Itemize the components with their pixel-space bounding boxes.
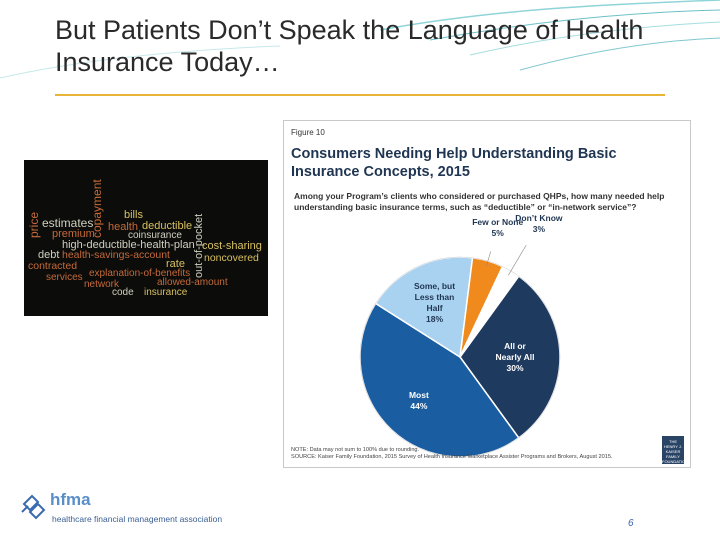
chart-title: Consumers Needing Help Understanding Bas… <box>291 146 617 180</box>
pie-value-label: 3% <box>533 224 546 234</box>
hfma-subtitle: healthcare financial management associat… <box>52 514 223 524</box>
pie-category-label: Nearly All <box>496 352 535 362</box>
word-cloud-word: allowed-amount <box>157 277 228 288</box>
pie-category-label: Few or None <box>472 217 523 227</box>
kff-logo: THE HENRY J. KAISER FAMILY FOUNDATION <box>662 436 688 464</box>
word-cloud-word: cost-sharing <box>202 240 262 252</box>
word-cloud-image: price estimates premium copayment bills … <box>24 160 268 316</box>
pie-value-label: 44% <box>410 401 427 411</box>
figure-panel: Figure 10 Consumers Needing Help Underst… <box>283 120 691 468</box>
word-cloud-word: price <box>27 211 41 238</box>
hfma-logo: hfma healthcare financial management ass… <box>20 488 230 528</box>
pie-leader-line <box>508 244 527 276</box>
word-cloud-word: deductible <box>142 220 193 232</box>
pie-category-label: All or <box>504 341 526 351</box>
word-cloud-word: services <box>46 272 83 283</box>
word-cloud-word: estimates <box>42 216 94 230</box>
figure-note-text: NOTE: Data may not sum to 100% due to ro… <box>291 447 420 453</box>
word-cloud-word: contracted <box>28 260 78 272</box>
figure-note: NOTE: Data may not sum to 100% due to ro… <box>291 447 612 461</box>
word-cloud-word: network <box>84 279 120 290</box>
pie-leader-line <box>486 251 491 266</box>
page-number: 6 <box>628 518 634 529</box>
word-cloud-word: high-deductible-health-plan <box>62 239 195 251</box>
word-cloud-word: debt <box>38 249 60 261</box>
pie-value-label: 5% <box>492 228 505 238</box>
decorative-swoosh <box>0 0 720 79</box>
word-cloud-word: coinsurance <box>128 230 182 241</box>
pie-category-label: Most <box>409 390 429 400</box>
title-underline <box>55 94 665 96</box>
pie-category-label: Some, but <box>414 281 455 291</box>
slide-title: But Patients Don’t Speak the Language of… <box>55 15 644 77</box>
pie-outline <box>359 256 561 458</box>
word-cloud-word: explanation-of-benefits <box>89 268 191 279</box>
word-cloud-word: noncovered <box>204 252 259 264</box>
pie-category-label: Less than <box>415 292 455 302</box>
word-cloud-word: health <box>108 221 138 233</box>
word-cloud-word: bills <box>124 209 143 221</box>
pie-value-label: 30% <box>506 363 523 373</box>
hfma-name: hfma <box>50 490 91 509</box>
word-cloud-word: copayment <box>90 179 104 238</box>
word-cloud-word: premium <box>52 228 95 240</box>
chart-subtitle: Among your Program’s clients who conside… <box>294 191 665 212</box>
figure-source-text: SOURCE: Kaiser Family Foundation, 2015 S… <box>291 454 613 460</box>
word-cloud-word: code <box>112 287 134 298</box>
word-cloud-word: health-savings-account <box>62 249 170 261</box>
pie-value-label: 18% <box>426 314 443 324</box>
word-cloud-word: insurance <box>144 287 188 298</box>
figure-label: Figure 10 <box>291 128 325 137</box>
hfma-emblem-icon <box>21 494 46 520</box>
word-cloud-word: rate <box>166 258 185 270</box>
pie-category-label: Don’t Know <box>515 213 563 223</box>
pie-category-label: Half <box>426 303 442 313</box>
